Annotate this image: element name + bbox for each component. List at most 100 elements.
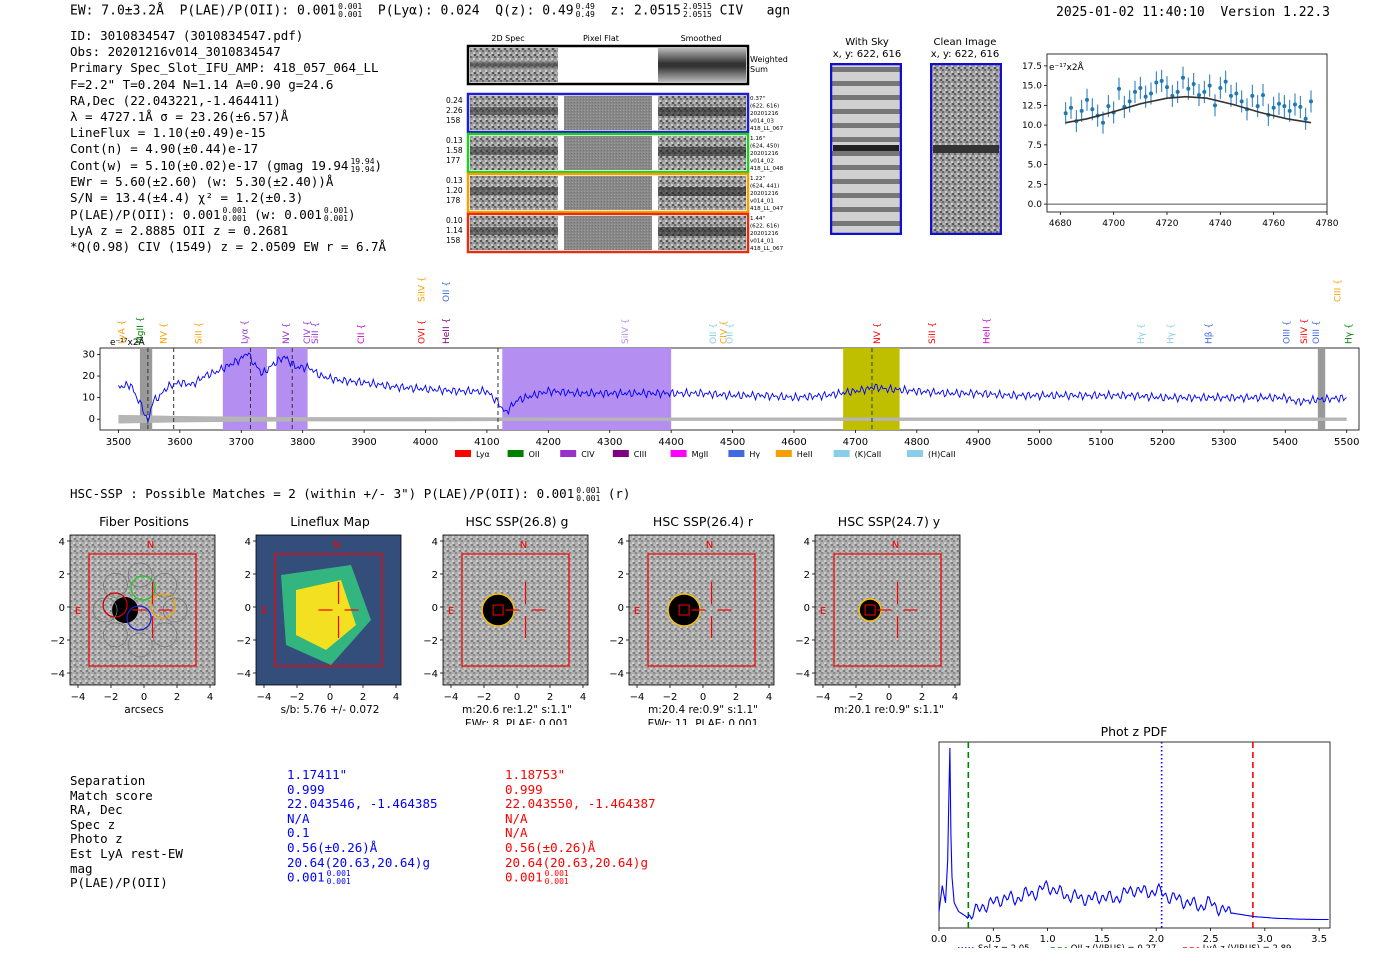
spectrum-xtick: 3600 <box>167 437 192 448</box>
north-label: N <box>147 540 154 551</box>
header-version: Version 1.22.3 <box>1220 5 1330 20</box>
match1-value: 22.043546, -1.464385 <box>287 796 438 812</box>
cutout-ytick: −4 <box>50 669 65 680</box>
data-point <box>1069 105 1073 110</box>
spectrum-xtick: 4700 <box>843 437 868 448</box>
cutout-xtick: −2 <box>663 692 678 703</box>
info-line: Primary Spec_Slot_IFU_AMP: 418_057_064_L… <box>70 60 379 76</box>
spectrum-frame <box>99 347 1360 431</box>
info-line: Cont(n) = 4.90(±0.44)e-17 <box>70 141 259 157</box>
cutout-ytick: −2 <box>236 636 251 647</box>
cutout-ytick: 2 <box>432 570 438 581</box>
line-fit-xtick: 4720 <box>1156 219 1179 229</box>
line-fit-ytick: 10.0 <box>1022 121 1042 131</box>
line-fit-ytick: 15.0 <box>1022 82 1042 92</box>
header-plya: P(Lyα): 0.024 <box>377 3 480 19</box>
data-point <box>1154 80 1159 85</box>
shaded-region <box>222 348 268 430</box>
fiber-circle <box>126 605 152 631</box>
spectrum-ytick: 20 <box>82 371 95 382</box>
data-point <box>1271 105 1276 110</box>
hsc-heading: HSC-SSP : Possible Matches = 2 (within +… <box>70 486 630 503</box>
spectrum-xtick: 5500 <box>1334 437 1359 448</box>
match-label: RA, Dec <box>70 802 123 818</box>
spectrum-xtick: 4800 <box>904 437 929 448</box>
cutout-xtick: 2 <box>733 692 739 703</box>
weighted-label-1: Weighted <box>750 55 788 64</box>
cutout-ytick: 4 <box>59 537 65 548</box>
spectrum-xtick: 3900 <box>351 437 376 448</box>
photz-xtick: 0.0 <box>931 934 947 945</box>
hsc-heading-sup: 0.001 <box>576 485 601 495</box>
cutout-caption: s/b: 5.76 +/- 0.072 <box>281 704 380 716</box>
cutout-title: Fiber Positions <box>99 514 189 529</box>
match2-value: 1.18753" <box>505 767 566 782</box>
emission-line-label: HeII { <box>982 318 992 344</box>
legend-swatch <box>907 450 923 457</box>
emission-line-label: NV { <box>873 323 883 344</box>
data-point <box>1159 78 1164 83</box>
legend-label: (H)CaII <box>928 450 955 459</box>
info-line: λ = 4727.1Å σ = 23.26(±6.57)Å <box>70 109 289 125</box>
match1-value: 0.56(±0.26)Å <box>287 839 378 855</box>
info-line: ID: 3010834547 (3010834547.pdf) <box>70 28 304 43</box>
header-right: 2025-01-02 11:40:10 Version 1.22.3 <box>1056 5 1330 20</box>
hsc-cutout: HSC SSP(26.4) r N E 4 2 0 −2 −4 −4 −2 0 2 4 m:20.4 re… <box>609 514 775 725</box>
line-fit-ytick: 5.0 <box>1028 161 1043 171</box>
north-label: N <box>333 540 340 551</box>
plae-a-sup: 0.001 <box>222 206 247 216</box>
fiber-meta: v014_01 <box>750 239 774 245</box>
data-point <box>1197 93 1201 98</box>
cutout-xtick: −4 <box>630 692 645 703</box>
data-point <box>1117 86 1121 91</box>
search-box <box>647 553 756 667</box>
header-z-sub: 2.0515 <box>682 10 712 19</box>
match2-plae-sup: 0.001 <box>544 869 569 879</box>
cutout-xtick: 2 <box>360 692 366 703</box>
emission-line-label: CIII { <box>1334 279 1344 302</box>
info-line: *Q(0.98) CIV (1549) z = 2.0509 EW r = 6.… <box>70 239 387 255</box>
fiber-stat: 0.24 <box>446 96 463 105</box>
header-plae-sup: 0.001 <box>338 2 363 11</box>
match1-plae: 0.001 <box>287 869 325 885</box>
data-point <box>1255 104 1260 109</box>
header-agn: agn <box>766 3 791 19</box>
emission-line-label: OIII { <box>1312 320 1322 344</box>
spectrum-xtick: 5100 <box>1088 437 1113 448</box>
photz-xtick: 0.5 <box>985 934 1001 945</box>
data-point <box>1181 75 1185 80</box>
data-point <box>1186 86 1191 91</box>
emission-line-label: Hβ { <box>1205 323 1215 344</box>
legend-swatch <box>507 450 524 457</box>
match-table-labels: Separation Match score RA, Dec Spec z Ph… <box>70 773 183 891</box>
header-bar: EW: 7.0±3.2Å P(LAE)/P(OII): 0.001 0.001 0.… <box>70 3 790 19</box>
data-point <box>1277 101 1281 106</box>
header-q: Q(z): 0.49 <box>495 3 574 19</box>
line-fit-ytick: 0.0 <box>1028 200 1043 210</box>
fiber-meta: 20201216 <box>750 231 779 237</box>
match2-value: 20.64(20.63,20.64)g <box>505 854 648 870</box>
fiber-meta: v014_02 <box>750 159 774 165</box>
east-label: E <box>75 606 81 617</box>
photz-pdf-plot: Phot z PDF 0.0 0.5 1.0 1.5 2.0 2.5 3.0 3.5 Sol … <box>931 724 1331 948</box>
data-point <box>1101 120 1105 125</box>
data-point <box>1298 104 1303 109</box>
cutout-ytick: 4 <box>804 537 810 548</box>
header-z-sup: 2.0515 <box>682 2 712 11</box>
match2-value: 0.56(±0.26)Å <box>505 839 596 855</box>
noise-band <box>118 414 1347 424</box>
data-point <box>1170 93 1175 98</box>
gmag-sub: 19.94 <box>350 165 375 175</box>
cutout-title: HSC SSP(24.7) y <box>838 514 941 529</box>
cutout-ytick: −4 <box>423 669 438 680</box>
spectrum-ytick: 30 <box>82 349 95 360</box>
legend-label: Hγ <box>749 450 760 459</box>
emission-line-label: SiII { <box>194 322 204 344</box>
plae-w-close: ) <box>347 206 356 222</box>
fiber-meta: (622, 616) <box>750 224 779 230</box>
spectrum-xtick: 3700 <box>229 437 254 448</box>
photz-title: Phot z PDF <box>1101 724 1168 739</box>
emission-line-label: OVI { <box>417 320 427 344</box>
cutout-xtick: −4 <box>257 692 272 703</box>
match-table-col2: 1.18753" 0.999 22.043550, -1.464387 N/A … <box>505 767 656 886</box>
